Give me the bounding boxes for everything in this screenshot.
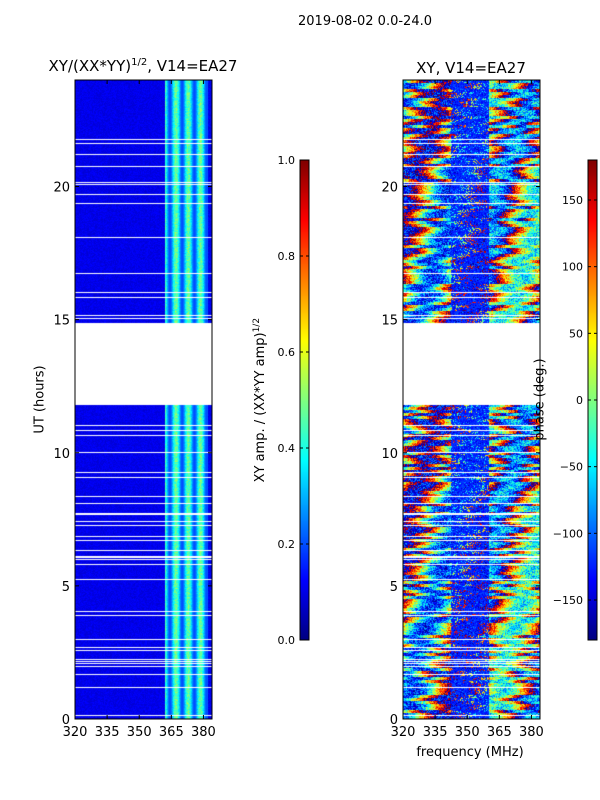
colorbar-tick-label: 0.4 [278,442,296,455]
colorbar-tick-label: 100 [562,261,583,274]
colorbar-tick-label: −150 [553,594,583,607]
colorbar-tick-label: 0.0 [278,634,296,647]
colorbar-tick-label: −50 [560,461,583,474]
colorbar-tick-label: 0 [576,394,583,407]
y-axis-label: UT (hours) [32,365,48,434]
x-tick-label: 335 [95,725,120,740]
phase-colorbar-label: phase (deg.) [532,358,548,441]
colorbar-tick-label: 50 [569,327,583,340]
colorbar-tick-label: 150 [562,194,583,207]
y-tick-label: 10 [53,447,70,462]
y-tick-label: 10 [381,447,398,462]
colorbar-frame [299,159,310,641]
x-tick-label: 350 [455,725,480,740]
amplitude-colorbar [300,160,309,640]
y-tick-label: 20 [381,181,398,196]
amplitude-colorbar-label: XY amp. / (XX*YY amp)1/2 [251,317,269,483]
colorbar-tick-label: 0.8 [278,250,296,263]
x-tick-label: 320 [391,725,416,740]
y-tick-label: 0 [390,713,398,728]
y-tick-label: 0 [62,713,70,728]
y-tick-label: 20 [53,181,70,196]
x-tick-label: 380 [191,725,216,740]
phase-colorbar [588,160,597,640]
right-axes-frame [402,79,541,720]
x-tick-label: 350 [127,725,152,740]
colorbar-tick-label: 0.2 [278,538,296,551]
left-panel-title: XY/(XX*YY)1/2, V14=EA27 [48,57,238,75]
colorbar-tick-label: −100 [553,527,583,540]
x-tick-label: 380 [519,725,544,740]
y-tick-label: 5 [390,580,398,595]
x-tick-label: 335 [423,725,448,740]
left-axes-frame [74,79,213,720]
right-panel-title: XY, V14=EA27 [416,59,526,77]
phase-heatmap [403,80,540,719]
colorbar-tick-label: 0.6 [278,346,296,359]
x-tick-label: 365 [487,725,512,740]
y-tick-label: 15 [53,314,70,329]
x-axis-label: frequency (MHz) [416,745,524,760]
figure-suptitle: 2019-08-02 0.0-24.0 [298,14,432,29]
y-tick-label: 5 [62,580,70,595]
y-tick-label: 15 [381,314,398,329]
x-tick-label: 320 [63,725,88,740]
colorbar-tick-label: 1.0 [278,154,296,167]
x-tick-label: 365 [159,725,184,740]
amplitude-heatmap [75,80,212,719]
